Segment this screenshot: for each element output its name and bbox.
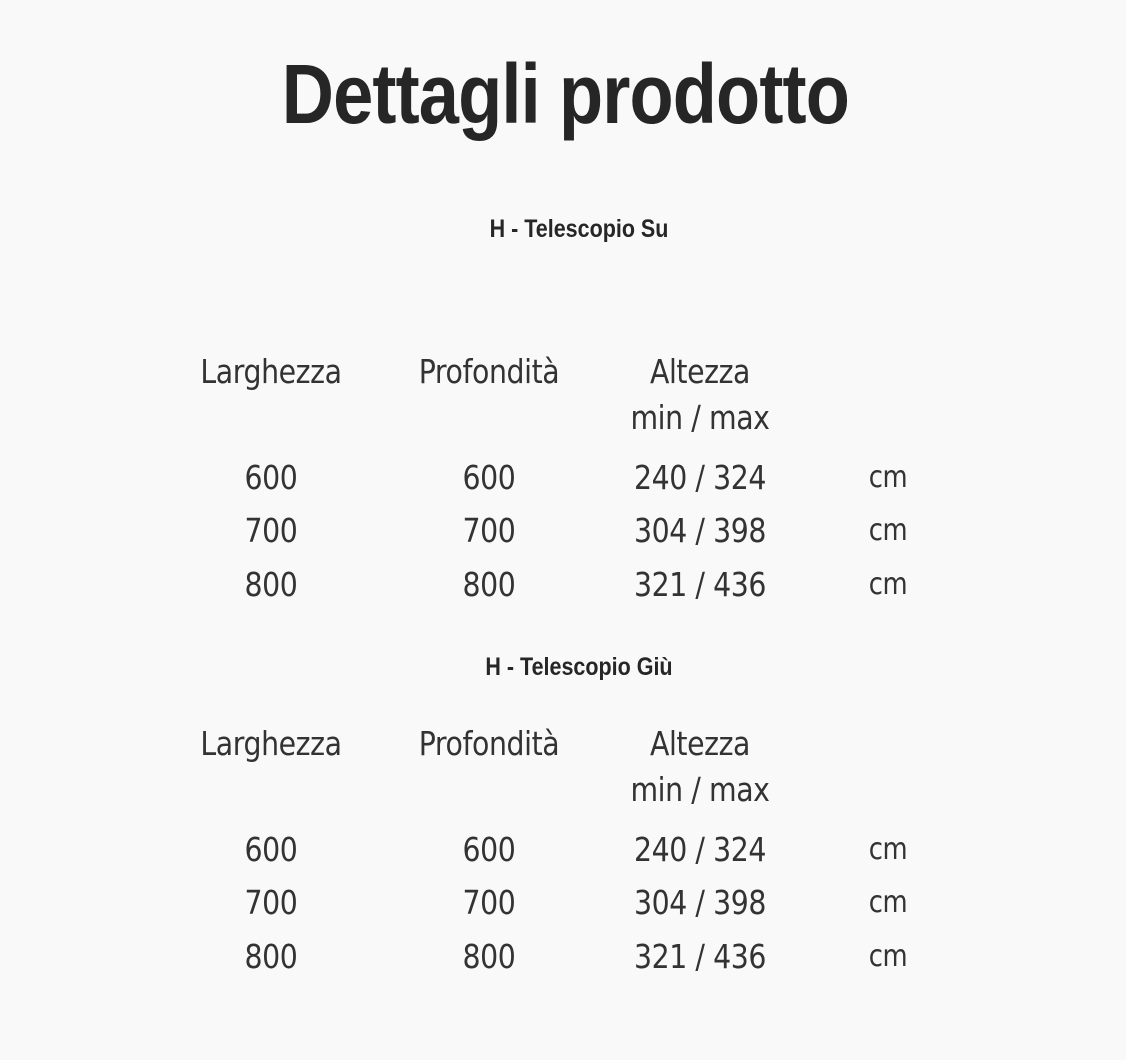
section-heading: H - Telescopio Giù <box>485 653 673 681</box>
column-header: Profondità <box>418 352 560 391</box>
table-cell: 600 <box>462 830 516 869</box>
table-cell: 600 <box>462 458 516 497</box>
column-subheader: min / max <box>630 398 770 437</box>
table-cell: 600 <box>244 458 298 497</box>
table-cell: 304 / 398 <box>633 883 767 922</box>
page-title: Dettagli prodotto <box>281 47 850 141</box>
unit-label: cm <box>868 832 908 867</box>
table-cell: 600 <box>244 830 298 869</box>
table-cell: 800 <box>244 565 298 604</box>
column-header: Profondità <box>418 724 560 763</box>
table-cell: 800 <box>462 565 516 604</box>
table-cell: 321 / 436 <box>633 937 767 976</box>
unit-label: cm <box>868 939 908 974</box>
table-cell: 304 / 398 <box>633 511 767 550</box>
column-header: Altezza <box>649 724 751 763</box>
table-cell: 700 <box>462 511 516 550</box>
table-cell: 800 <box>462 937 516 976</box>
table-cell: 700 <box>244 883 298 922</box>
table-cell: 240 / 324 <box>633 458 767 497</box>
column-header: Altezza <box>649 352 751 391</box>
unit-label: cm <box>868 567 908 602</box>
unit-label: cm <box>868 513 908 548</box>
table-cell: 700 <box>462 883 516 922</box>
column-header: Larghezza <box>200 724 342 763</box>
table-cell: 800 <box>244 937 298 976</box>
table-cell: 321 / 436 <box>633 565 767 604</box>
unit-label: cm <box>868 885 908 920</box>
column-header: Larghezza <box>200 352 342 391</box>
unit-label: cm <box>868 460 908 495</box>
table-cell: 700 <box>244 511 298 550</box>
table-cell: 240 / 324 <box>633 830 767 869</box>
section-heading: H - Telescopio Su <box>489 215 669 243</box>
column-subheader: min / max <box>630 770 770 809</box>
